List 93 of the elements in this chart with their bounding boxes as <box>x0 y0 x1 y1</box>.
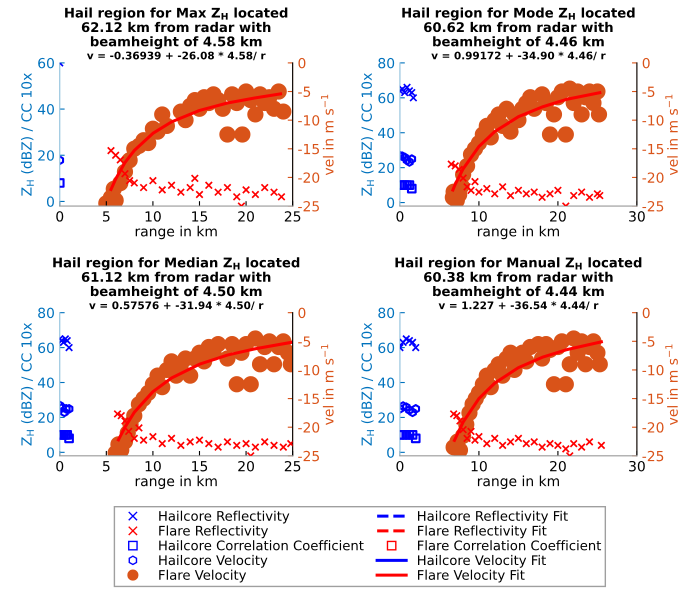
y-tick-label: 60 <box>38 58 54 68</box>
y-tick-label: 0 <box>46 447 54 458</box>
x-tick-label: 10 <box>146 211 161 222</box>
y-tick-label: 60 <box>38 342 54 354</box>
x-tick-label: 20 <box>550 460 566 472</box>
x-tick-label: 25 <box>284 460 300 472</box>
y2-tick-label: -5 <box>642 86 654 97</box>
y-tick-label: 80 <box>378 58 394 68</box>
y2-tick-label: -5 <box>298 336 310 347</box>
y2-axis-title: vel in m s$^{−1}$ <box>321 94 334 176</box>
y2-tick-label: -20 <box>298 172 320 183</box>
y2-tick-label: -20 <box>642 422 664 433</box>
y2-tick-label: -20 <box>298 422 320 433</box>
y2-tick-label: -20 <box>642 172 664 183</box>
y-tick-label: 20 <box>378 412 394 423</box>
chart-subtitle: v = 1.227 + -36.54 * 4.44/ r <box>438 301 598 310</box>
y-tick-label: 40 <box>38 104 54 115</box>
x-tick-label: 25 <box>284 211 300 222</box>
x-tick-label: 20 <box>550 211 566 222</box>
x-axis-title: range in km <box>478 226 559 240</box>
x-tick-label: 10 <box>472 211 487 222</box>
y-tick-label: 40 <box>378 128 394 138</box>
legend-label: Hailcore Velocity <box>159 554 268 568</box>
x-tick-label: 5 <box>102 211 110 222</box>
y2-tick-label: -10 <box>642 364 664 376</box>
y2-tick-label: -15 <box>298 394 319 404</box>
chart-subtitle: v = 0.57576 + -31.94 * 4.50/ r <box>89 301 264 310</box>
y-axis-title: Z$_{H}$ (dBZ) / CC 10x <box>20 322 34 446</box>
y2-tick-label: -15 <box>298 144 319 154</box>
x-tick-label: 30 <box>629 460 645 472</box>
x-tick-label: 20 <box>238 460 254 472</box>
chart-subtitle: v = 0.99172 + -34.90 * 4.46/ r <box>431 52 606 60</box>
y2-tick-label: -25 <box>642 201 664 212</box>
y-axis-title: Z$_{H}$ (dBZ) / CC 10x <box>20 73 34 196</box>
y-tick-label: 60 <box>378 92 394 104</box>
y2-axis-title: vel in m s$^{−1}$ <box>665 344 678 425</box>
y-tick-label: 60 <box>378 342 394 354</box>
legend-label: Hailcore Correlation Coefficient <box>159 540 364 550</box>
legend-label: Hailcore Reflectivity <box>159 510 290 524</box>
legend-label: Hailcore Velocity Fit <box>418 554 546 568</box>
y-tick-label: 0 <box>387 447 394 458</box>
x-axis-title: range in km <box>478 476 559 489</box>
x-tick-label: 15 <box>192 461 208 472</box>
legend-label: Flare Velocity <box>159 570 246 582</box>
y2-tick-label: -25 <box>298 201 319 212</box>
legend-label: Flare Correlation Coefficient <box>418 540 602 550</box>
y-tick-label: 0 <box>46 196 54 207</box>
x-tick-label: 0 <box>56 211 64 222</box>
chart-title: Hail region for Manual Z$_{H}$ located 60.38 km from radar with beamheight of 4.44 km <box>395 257 642 299</box>
y2-axis-title: vel in m s$^{−1}$ <box>321 344 334 425</box>
x-tick-label: 15 <box>192 211 208 222</box>
legend-label: Flare Reflectivity <box>159 525 268 538</box>
chart-title: Hail region for Max Z$_{H}$ located 62.12 km from radar with beamheight of 4.58 km <box>65 7 288 50</box>
y-tick-label: 20 <box>378 162 394 174</box>
y2-tick-label: -25 <box>298 450 319 462</box>
x-tick-label: 0 <box>56 460 64 472</box>
y-tick-label: 40 <box>38 377 54 388</box>
y-tick-label: 80 <box>38 308 54 318</box>
x-tick-label: 20 <box>238 211 254 222</box>
y2-tick-label: -5 <box>298 86 310 97</box>
y2-tick-label: 0 <box>642 58 650 68</box>
chart-title: Hail region for Median Z$_{H}$ located 61.12 km from radar with beamheight of 4.50 km <box>53 257 300 299</box>
y2-tick-label: -5 <box>642 336 654 347</box>
y-tick-label: 20 <box>38 150 54 161</box>
y-tick-label: 20 <box>38 412 54 423</box>
y2-tick-label: 0 <box>298 58 306 68</box>
y2-tick-label: -15 <box>642 394 664 404</box>
y-tick-label: 0 <box>387 198 394 208</box>
x-axis-title: range in km <box>136 476 217 489</box>
y2-tick-label: -25 <box>642 450 664 462</box>
y2-tick-label: 0 <box>642 308 650 318</box>
y2-tick-label: -10 <box>298 364 320 376</box>
legend-label: Flare Velocity Fit <box>418 570 525 582</box>
x-tick-label: 0 <box>396 460 404 472</box>
x-tick-label: 0 <box>396 211 404 222</box>
y-tick-label: 80 <box>378 308 394 318</box>
chart-subtitle: v = -0.36939 + -26.08 * 4.58/ r <box>86 52 266 60</box>
y2-tick-label: -10 <box>298 115 320 126</box>
y2-axis-title: vel in m s$^{−1}$ <box>665 94 678 176</box>
x-tick-label: 30 <box>629 211 645 222</box>
x-tick-label: 5 <box>102 461 110 472</box>
x-tick-label: 10 <box>472 460 487 472</box>
y-axis-title: Z$_{H}$ (dBZ) / CC 10x <box>361 322 374 446</box>
x-axis-title: range in km <box>136 226 217 240</box>
x-tick-label: 10 <box>146 460 161 472</box>
y2-tick-label: -15 <box>642 144 664 154</box>
legend-label: Hailcore Reflectivity Fit <box>418 510 568 524</box>
y-tick-label: 40 <box>378 377 394 388</box>
y2-tick-label: -10 <box>642 115 664 126</box>
y-axis-title: Z$_{H}$ (dBZ) / CC 10x <box>361 73 374 196</box>
y2-tick-label: 0 <box>298 308 306 318</box>
chart-title: Hail region for Mode Z$_{H}$ located 60.62 km from radar with beamheight of 4.46 km <box>402 7 635 50</box>
legend-label: Flare Reflectivity Fit <box>418 525 547 538</box>
